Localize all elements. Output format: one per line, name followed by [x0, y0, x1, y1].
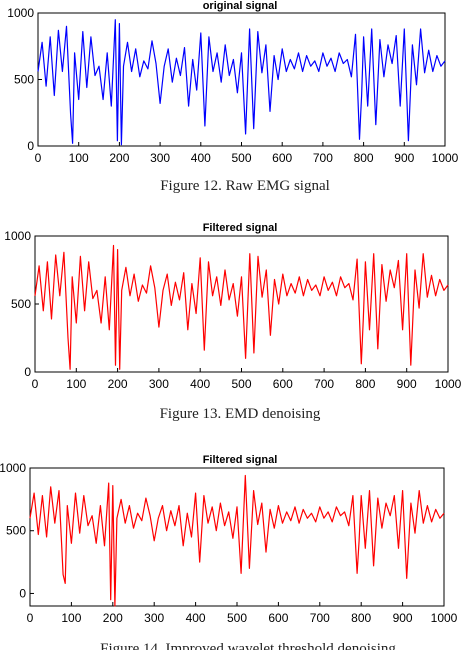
x-tick-label: 800	[354, 151, 374, 165]
x-tick-label: 900	[393, 611, 413, 625]
x-tick-label: 0	[32, 377, 39, 391]
y-tick-label: 500	[6, 524, 26, 538]
x-tick-label: 500	[227, 611, 247, 625]
x-tick-label: 300	[144, 611, 164, 625]
signal-line-series	[37, 19, 446, 146]
chart-panel-raw-emg: original signal 0 100 200 300 400 500 600 700 80…	[7, 0, 458, 194]
x-tick-label: 100	[66, 377, 86, 391]
y-tick-label: 1000	[0, 461, 26, 475]
x-tick-label: 900	[394, 151, 414, 165]
plot-area-frame	[29, 467, 445, 607]
x-tick-label: 600	[272, 151, 292, 165]
signal-line-series	[34, 244, 449, 370]
x-tick-label: 0	[27, 611, 34, 625]
y-tick-label: 0	[24, 365, 31, 379]
x-tick-label: 700	[313, 151, 333, 165]
figure-caption: Figure 13. EMD denoising	[160, 406, 321, 422]
x-tick-label: 300	[150, 151, 170, 165]
x-tick-label: 900	[397, 377, 417, 391]
x-tick-label: 1000	[435, 377, 462, 391]
x-tick-label: 1000	[432, 151, 459, 165]
figure-caption: Figure 12. Raw EMG signal	[160, 178, 330, 194]
y-tick-label: 1000	[7, 6, 34, 20]
chart-title: original signal	[203, 0, 278, 12]
signal-line-series	[29, 474, 445, 607]
x-tick-label: 800	[351, 611, 371, 625]
x-tick-label: 500	[231, 151, 251, 165]
x-tick-label: 1000	[431, 611, 458, 625]
chart-panel-wavelet-filtered: Filtered signal 0 100 200 300 400 500 600 700 80…	[0, 454, 458, 650]
y-tick-label: 1000	[4, 229, 31, 243]
chart-panel-emd-filtered: Filtered signal 0 100 200 300 400 500 600 700 80…	[4, 222, 461, 422]
y-tick-label: 500	[14, 73, 34, 87]
x-tick-label: 200	[109, 151, 129, 165]
x-tick-label: 400	[191, 151, 211, 165]
x-tick-label: 300	[149, 377, 169, 391]
x-tick-label: 0	[35, 151, 42, 165]
x-tick-label: 200	[103, 611, 123, 625]
figure-caption: Figure 14. Improved wavelet threshold de…	[100, 641, 396, 650]
x-tick-label: 500	[231, 377, 251, 391]
chart-title: Filtered signal	[203, 454, 278, 466]
y-tick-label: 500	[11, 297, 31, 311]
plot-area-frame	[37, 12, 446, 147]
x-tick-label: 700	[310, 611, 330, 625]
x-tick-label: 400	[190, 377, 210, 391]
y-tick-label: 0	[27, 139, 34, 153]
plot-area-frame	[34, 235, 449, 373]
x-tick-label: 100	[61, 611, 81, 625]
x-tick-label: 600	[273, 377, 293, 391]
x-tick-label: 100	[69, 151, 89, 165]
x-tick-label: 200	[108, 377, 128, 391]
x-tick-label: 400	[186, 611, 206, 625]
axis-ticks: 0 100 200 300 400 500 600 700 800 900 1000 0 500 1000	[7, 6, 458, 165]
x-tick-label: 600	[268, 611, 288, 625]
y-tick-label: 0	[19, 586, 26, 600]
x-tick-label: 800	[355, 377, 375, 391]
axis-ticks: 0 100 200 300 400 500 600 700 800 900 1000 0 500 1000	[0, 461, 458, 625]
x-tick-label: 700	[314, 377, 334, 391]
axis-ticks: 0 100 200 300 400 500 600 700 800 900 1000 0 500 1000	[4, 229, 461, 391]
chart-title: Filtered signal	[203, 222, 278, 234]
